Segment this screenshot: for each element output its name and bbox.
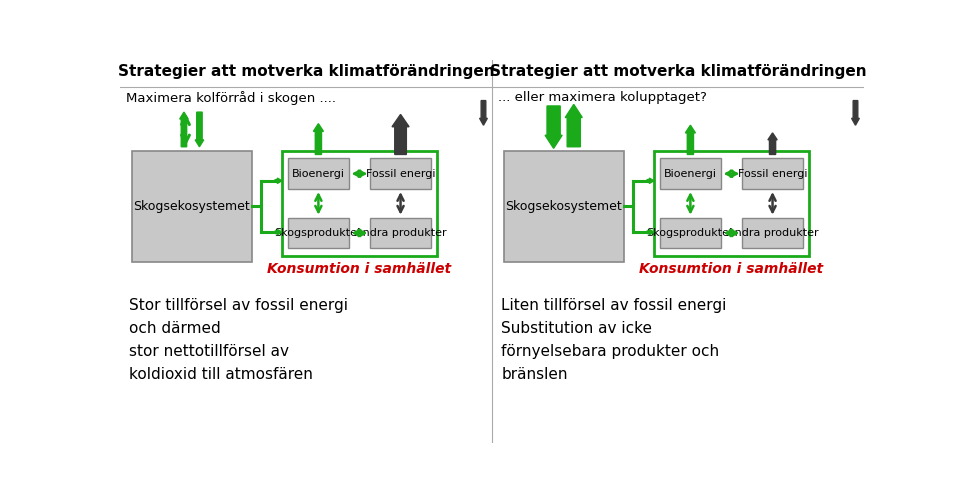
Bar [660,218,721,249]
Text: Bioenergi: Bioenergi [664,169,717,179]
Bar [371,218,431,249]
Bar [742,218,803,249]
FancyArrow shape [647,230,654,235]
Text: Skogsekosystemet: Skogsekosystemet [133,200,250,213]
FancyArrow shape [313,124,324,154]
Text: Stor tillförsel av fossil energi
och därmed
stor nettotillförsel av
koldioxid ti: Stor tillförsel av fossil energi och där… [130,298,348,382]
FancyArrow shape [480,101,488,125]
FancyArrow shape [852,101,859,125]
FancyArrow shape [647,178,654,183]
Text: Maximera kolförråd i skogen ....: Maximera kolförråd i skogen .... [126,91,336,105]
Bar [742,158,803,189]
FancyArrow shape [195,112,204,147]
FancyArrow shape [180,112,188,147]
Text: ... eller maximera kolupptaget?: ... eller maximera kolupptaget? [498,91,708,104]
Text: Fossil energi: Fossil energi [366,169,435,179]
Bar [132,150,252,262]
Bar [288,218,348,249]
FancyArrow shape [685,125,695,154]
FancyArrow shape [392,115,409,154]
Bar [654,150,809,256]
Text: Konsumtion i samhället: Konsumtion i samhället [268,262,451,276]
Bar [660,158,721,189]
Text: Liten tillförsel av fossil energi
Substitution av icke
förnyelsebara produkter o: Liten tillförsel av fossil energi Substi… [501,298,727,382]
FancyArrow shape [768,133,778,154]
Text: Andra produkter: Andra produkter [727,228,818,238]
FancyArrow shape [565,105,583,147]
FancyArrow shape [275,230,282,235]
Text: Strategier att motverka klimatförändringen: Strategier att motverka klimatförändring… [490,64,866,79]
Text: Andra produkter: Andra produkter [355,228,446,238]
Text: Bioenergi: Bioenergi [292,169,345,179]
Bar [288,158,348,189]
Text: Skogsprodukter: Skogsprodukter [647,228,734,238]
Text: Skogsprodukter: Skogsprodukter [275,228,362,238]
Text: Konsumtion i samhället: Konsumtion i samhället [639,262,824,276]
Text: Fossil energi: Fossil energi [738,169,807,179]
Bar [371,158,431,189]
Text: Skogsekosystemet: Skogsekosystemet [505,200,622,213]
Text: Strategier att motverka klimatförändringen: Strategier att motverka klimatförändring… [118,64,494,79]
Bar [504,150,624,262]
FancyArrow shape [545,106,563,148]
Bar [282,150,437,256]
FancyArrow shape [275,178,282,183]
